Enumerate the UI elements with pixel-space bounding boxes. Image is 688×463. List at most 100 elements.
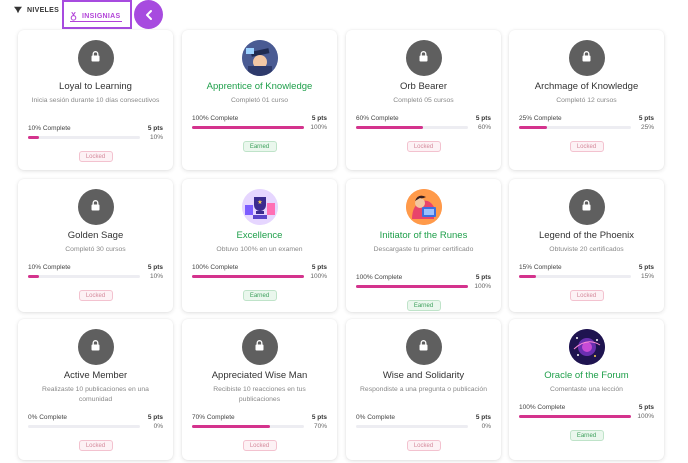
progress-percent: 70% — [313, 423, 327, 430]
progress-track — [192, 425, 304, 428]
progress-label: 100% Complete — [356, 274, 403, 281]
badge-card[interactable]: Legend of the Phoenix Obtuviste 20 certif… — [509, 179, 664, 312]
progress-percent: 15% — [640, 273, 654, 280]
progress-track — [356, 126, 468, 129]
badge-title: Oracle of the Forum — [544, 370, 629, 381]
progress-label: 15% Complete — [519, 264, 562, 271]
status-badge: Locked — [78, 151, 113, 162]
lock-icon — [255, 338, 264, 356]
earned-check-icon — [435, 189, 442, 196]
locked-badge — [568, 189, 605, 225]
progress-track — [28, 425, 140, 428]
badge-title: Orb Bearer — [400, 81, 447, 92]
badge-title: Wise and Solidarity — [382, 370, 465, 381]
active-tab-underline — [70, 21, 122, 22]
badge-title: Initiator of the Runes — [379, 230, 468, 241]
points-label: 5 pts — [311, 414, 327, 421]
badge-card[interactable]: ★ Excellence Obtuvo 100% en un examen 100% … — [182, 179, 337, 312]
tab-niveles-label: NIVELES — [27, 6, 60, 14]
badges-grid: Loyal to Learning Inicia sesión durante 1… — [18, 30, 676, 460]
progress-fill — [192, 126, 304, 129]
badge-description: Completó 12 cursos — [556, 97, 617, 104]
progress-label: 25% Complete — [519, 115, 562, 122]
badge-description: Inicia sesión durante 10 días consecutiv… — [31, 97, 160, 104]
progress-label: 10% Complete — [28, 125, 71, 132]
badge-card[interactable]: Loyal to Learning Inicia sesión durante 1… — [18, 30, 173, 170]
progress-fill — [192, 275, 304, 278]
lock-icon — [419, 338, 428, 356]
points-label: 5 pts — [475, 274, 491, 281]
points-label: 5 pts — [475, 115, 491, 122]
status-badge: Earned — [569, 430, 604, 441]
status-badge: Earned — [242, 290, 277, 301]
locked-badge — [77, 329, 114, 365]
points-label: 5 pts — [311, 115, 327, 122]
badge-card[interactable]: Oracle of the Forum Comentaste una lecció… — [509, 319, 664, 460]
progress-fill — [192, 425, 271, 428]
badge-card[interactable]: Orb Bearer Completó 05 cursos 60% Complete… — [346, 30, 501, 170]
trophy-badge-icon: ★ — [241, 189, 278, 225]
badge-description: Completó 01 curso — [230, 97, 289, 104]
badge-description: Respondiste a una pregunta o publicación — [360, 386, 487, 393]
badge-title: Appreciated Wise Man — [211, 370, 308, 381]
progress-label: 10% Complete — [28, 264, 71, 271]
collapse-button[interactable] — [134, 0, 163, 29]
badge-card[interactable]: Wise and Solidarity Respondiste a una pre… — [346, 319, 501, 460]
badge-card[interactable]: Appreciated Wise Man Recibiste 10 reaccio… — [182, 319, 337, 460]
tab-insignias-label: INSIGNIAS — [82, 13, 121, 20]
progress-percent: 0% — [481, 423, 491, 430]
progress-fill — [519, 415, 631, 418]
badge-title: Loyal to Learning — [59, 81, 132, 92]
badge-description: Recibiste 10 reacciones en tus publicaci… — [213, 386, 306, 403]
progress-label: 70% Complete — [192, 414, 235, 421]
badge-card[interactable]: Golden Sage Completó 30 cursos 10% Complet… — [18, 179, 173, 312]
svg-text:★: ★ — [257, 199, 262, 206]
progress-percent: 0% — [153, 423, 163, 430]
reader-badge-icon — [405, 189, 442, 225]
points-label: 5 pts — [147, 264, 163, 271]
progress-track — [356, 285, 468, 288]
points-label: 5 pts — [475, 414, 491, 421]
progress-label: 0% Complete — [356, 414, 396, 421]
badge-title: Excellence — [236, 230, 283, 241]
levels-icon — [14, 6, 22, 14]
points-label: 5 pts — [147, 414, 163, 421]
status-badge: Locked — [569, 141, 604, 152]
locked-badge — [241, 329, 278, 365]
galaxy-badge-icon — [568, 329, 605, 365]
progress-track — [519, 275, 631, 278]
progress-label: 100% Complete — [519, 404, 566, 411]
badge-card[interactable]: Archmage of Knowledge Completó 12 cursos 2… — [509, 30, 664, 170]
chevron-left-icon — [145, 9, 152, 20]
tab-insignias[interactable]: INSIGNIAS — [62, 0, 132, 29]
badge-card[interactable]: Initiator of the Runes Descargaste tu pri… — [346, 179, 501, 312]
locked-badge — [77, 189, 114, 225]
progress-fill — [356, 126, 424, 129]
locked-badge — [405, 329, 442, 365]
status-badge: Earned — [406, 300, 441, 311]
lock-icon — [582, 49, 591, 67]
lock-icon — [91, 49, 100, 67]
badge-title: Golden Sage — [67, 230, 124, 241]
locked-badge — [77, 40, 114, 76]
graduate-badge-icon — [241, 40, 278, 76]
progress-percent: 60% — [477, 124, 491, 131]
points-label: 5 pts — [311, 264, 327, 271]
status-badge: Locked — [569, 290, 604, 301]
progress-label: 100% Complete — [192, 264, 239, 271]
progress-label: 100% Complete — [192, 115, 239, 122]
progress-track — [28, 275, 140, 278]
progress-label: 60% Complete — [356, 115, 399, 122]
progress-track — [519, 415, 631, 418]
badge-card[interactable]: Active Member Realizaste 10 publicaciones… — [18, 319, 173, 460]
badge-description: Obtuviste 20 certificados — [549, 246, 624, 253]
status-badge: Locked — [78, 440, 113, 451]
badge-card[interactable]: Apprentice of Knowledge Completó 01 curso… — [182, 30, 337, 170]
lock-icon — [91, 198, 100, 216]
badge-description: Descargaste tu primer certificado — [373, 246, 474, 253]
progress-percent: 10% — [149, 273, 163, 280]
medal-icon — [70, 12, 77, 21]
progress-fill — [28, 136, 40, 139]
tab-niveles[interactable]: NIVELES — [14, 6, 59, 14]
progress-track — [192, 275, 304, 278]
